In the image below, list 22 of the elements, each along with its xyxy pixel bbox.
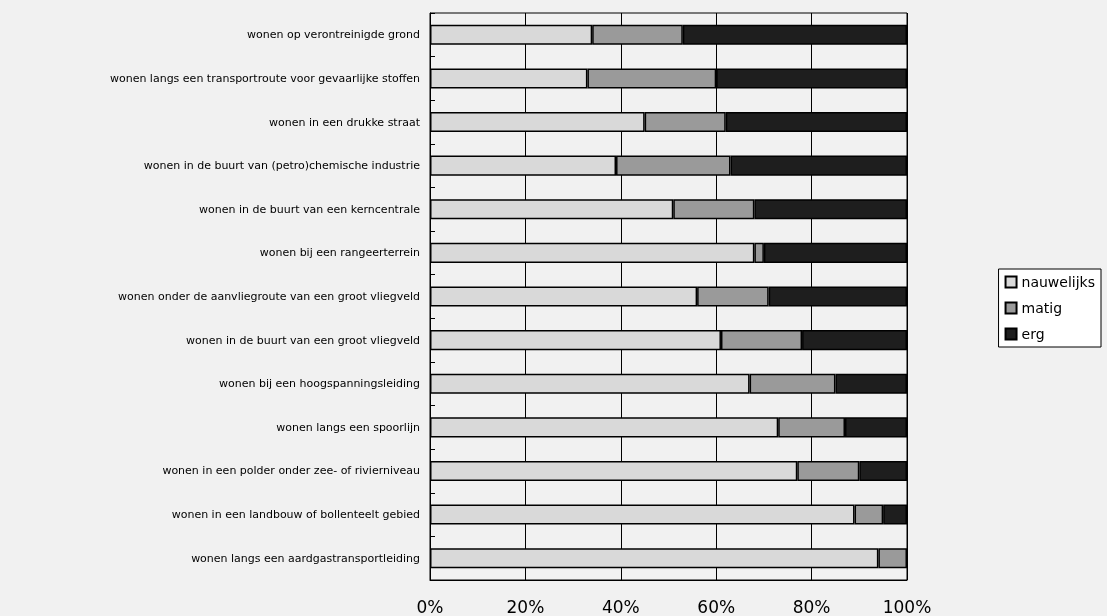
y-tick-label: wonen in de buurt van een kerncentrale [199,202,421,216]
x-tick-label: 0% [416,596,444,616]
legend-label: erg [1021,326,1045,342]
y-tick-label: wonen langs een transportroute voor gevaarlijke stoffen [109,71,421,85]
x-tick-label: 20% [506,596,545,616]
y-tick-label: wonen op verontreinigde grond [246,28,420,42]
y-tick-label: wonen in een landbouw of bollenteelt gebied [171,508,420,522]
y-tick-label: wonen in de buurt van (petro)chemische industrie [143,159,421,173]
y-tick-label: wonen langs een spoorlijn [276,420,421,434]
y-tick-label: wonen onder de aanvliegroute van een groot vliegveld [118,290,420,303]
y-tick-label: wonen bij een rangeerterrein [259,246,421,260]
y-tick-label: wonen in een polder onder zee- of rivierniveau [162,464,420,478]
x-tick-label: 100% [882,596,932,616]
y-tick-label: wonen in een drukke straat [269,115,421,129]
y-tick-label: wonen bij een hoogspanningsleiding [219,377,420,391]
y-tick-label: wonen langs een aardgastransportleiding [191,551,420,565]
x-tick-label: 40% [601,596,640,616]
legend-label: matig [1021,300,1063,316]
legend-label: nauwelijks [1021,274,1096,290]
y-tick-label: wonen in de buurt van een groot vliegveld [186,333,420,347]
x-tick-label: 80% [792,596,831,616]
x-tick-label: 60% [697,596,736,616]
